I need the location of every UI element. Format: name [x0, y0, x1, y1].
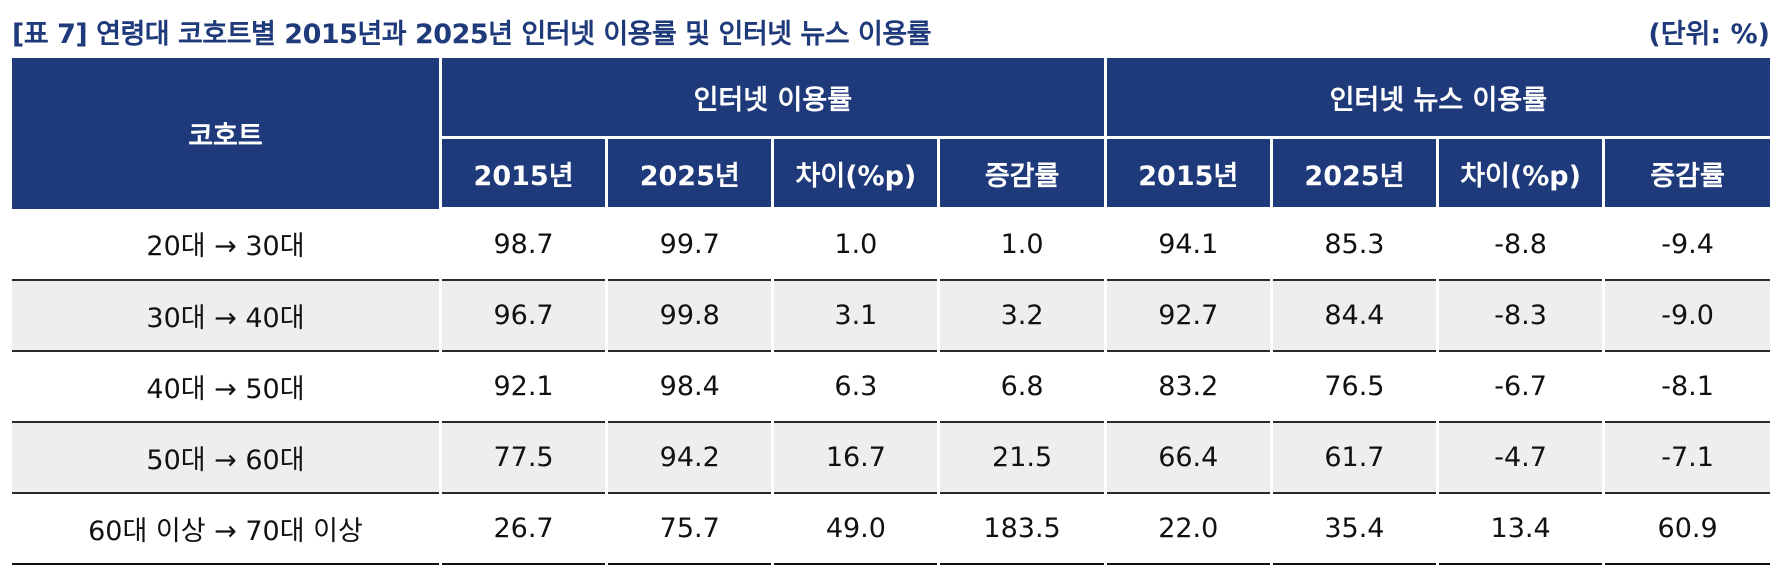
unit-label: (단위: %): [1648, 19, 1770, 50]
cohort-cell: 30대 → 40대: [12, 280, 441, 352]
header-row-columns: 2015년 2025년 차이(%p) 증감률 2015년 2025년 차이(%p…: [12, 137, 1770, 210]
header-cohort: 코호트: [12, 58, 441, 209]
internet-2025-cell: 98.4: [605, 351, 773, 423]
header-group-internet: 인터넷 이용률: [438, 58, 1106, 139]
table-row: 20대 → 30대 98.7 99.7 1.0 1.0 94.1 85.3 -8…: [12, 208, 1770, 281]
news-growth-cell: -9.0: [1602, 280, 1770, 352]
cohort-cell: 20대 → 30대: [12, 208, 441, 281]
cohort-cell: 50대 → 60대: [12, 422, 441, 494]
internet-growth-cell: 3.2: [937, 280, 1106, 352]
header-news-2015: 2015년: [1103, 137, 1272, 210]
news-2015-cell: 94.1: [1103, 208, 1272, 281]
table-row: 30대 → 40대 96.7 99.8 3.1 3.2 92.7 84.4 -8…: [12, 280, 1770, 352]
title-row: [표 7] 연령대 코호트별 2015년과 2025년 인터넷 이용률 및 인터…: [0, 0, 1782, 60]
news-growth-cell: 60.9: [1602, 493, 1770, 565]
news-2015-cell: 83.2: [1103, 351, 1272, 423]
news-2025-cell: 35.4: [1269, 493, 1438, 565]
internet-2015-cell: 98.7: [438, 208, 607, 281]
header-news-diff: 차이(%p): [1436, 137, 1604, 210]
header-news-2025: 2025년: [1269, 137, 1438, 210]
header-news-growth: 증감률: [1602, 137, 1770, 210]
internet-2015-cell: 77.5: [438, 422, 607, 494]
internet-diff-cell: 1.0: [771, 208, 939, 281]
internet-diff-cell: 49.0: [771, 493, 939, 565]
news-2025-cell: 76.5: [1269, 351, 1438, 423]
cohort-cell: 40대 → 50대: [12, 351, 441, 423]
header-internet-2015: 2015년: [438, 137, 607, 210]
news-diff-cell: -6.7: [1436, 351, 1604, 423]
internet-2025-cell: 94.2: [605, 422, 773, 494]
news-2015-cell: 22.0: [1103, 493, 1272, 565]
header-internet-growth: 증감률: [937, 137, 1106, 210]
news-2015-cell: 92.7: [1103, 280, 1272, 352]
table-row: 40대 → 50대 92.1 98.4 6.3 6.8 83.2 76.5 -6…: [12, 351, 1770, 423]
table-row: 60대 이상 → 70대 이상 26.7 75.7 49.0 183.5 22.…: [12, 493, 1770, 565]
news-diff-cell: -4.7: [1436, 422, 1604, 494]
news-2025-cell: 85.3: [1269, 208, 1438, 281]
news-growth-cell: -9.4: [1602, 208, 1770, 281]
table-row: 50대 → 60대 77.5 94.2 16.7 21.5 66.4 61.7 …: [12, 422, 1770, 494]
internet-growth-cell: 6.8: [937, 351, 1106, 423]
news-growth-cell: -7.1: [1602, 422, 1770, 494]
news-diff-cell: -8.8: [1436, 208, 1604, 281]
header-internet-diff: 차이(%p): [771, 137, 939, 210]
data-table: 코호트 인터넷 이용률 인터넷 뉴스 이용률 2015년 2025년 차이(%p…: [12, 58, 1770, 565]
news-2015-cell: 66.4: [1103, 422, 1272, 494]
internet-2015-cell: 92.1: [438, 351, 607, 423]
news-2025-cell: 84.4: [1269, 280, 1438, 352]
internet-2015-cell: 26.7: [438, 493, 607, 565]
internet-diff-cell: 6.3: [771, 351, 939, 423]
header-group-news: 인터넷 뉴스 이용률: [1103, 58, 1770, 139]
cohort-cell: 60대 이상 → 70대 이상: [12, 493, 441, 565]
news-diff-cell: 13.4: [1436, 493, 1604, 565]
internet-2015-cell: 96.7: [438, 280, 607, 352]
internet-growth-cell: 1.0: [937, 208, 1106, 281]
internet-diff-cell: 16.7: [771, 422, 939, 494]
internet-growth-cell: 183.5: [937, 493, 1106, 565]
news-2025-cell: 61.7: [1269, 422, 1438, 494]
header-row-group: 코호트 인터넷 이용률 인터넷 뉴스 이용률: [12, 58, 1770, 209]
internet-2025-cell: 75.7: [605, 493, 773, 565]
news-diff-cell: -8.3: [1436, 280, 1604, 352]
internet-2025-cell: 99.8: [605, 280, 773, 352]
internet-2025-cell: 99.7: [605, 208, 773, 281]
table-title: [표 7] 연령대 코호트별 2015년과 2025년 인터넷 이용률 및 인터…: [12, 19, 932, 50]
news-growth-cell: -8.1: [1602, 351, 1770, 423]
internet-growth-cell: 21.5: [937, 422, 1106, 494]
header-internet-2025: 2025년: [605, 137, 773, 210]
internet-diff-cell: 3.1: [771, 280, 939, 352]
